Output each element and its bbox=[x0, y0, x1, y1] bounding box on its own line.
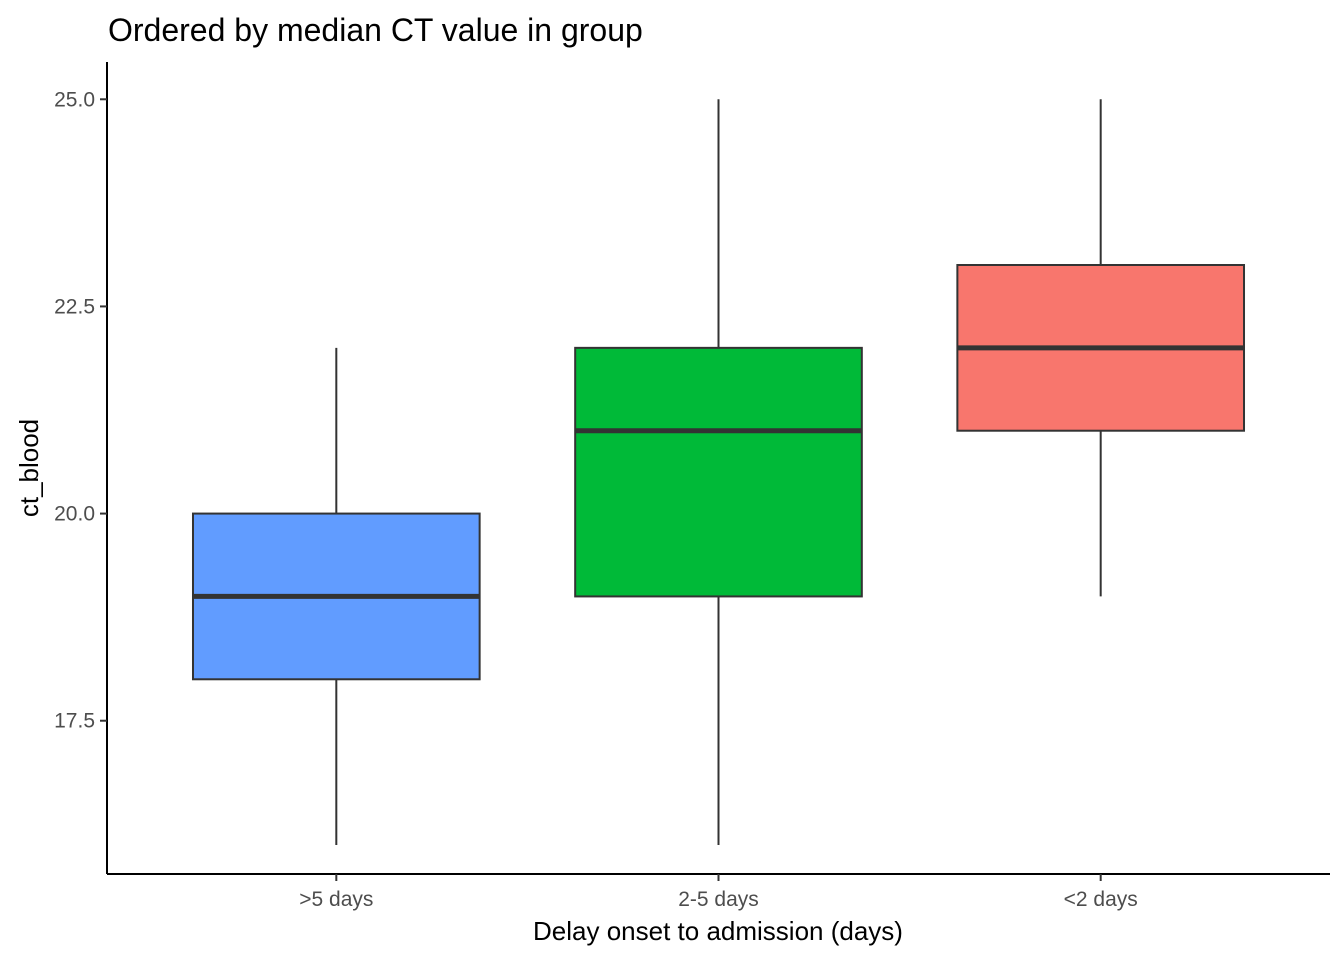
x-axis-title: Delay onset to admission (days) bbox=[533, 916, 903, 946]
x-tick-label: <2 days bbox=[1064, 888, 1138, 911]
y-tick-label: 20.0 bbox=[54, 503, 95, 526]
y-tick-label: 17.5 bbox=[54, 710, 95, 733]
x-tick-label: 2-5 days bbox=[678, 888, 759, 911]
x-tick-label: >5 days bbox=[299, 888, 373, 911]
chart-title: Ordered by median CT value in group bbox=[108, 12, 643, 48]
plot-area bbox=[191, 99, 1246, 845]
y-axis-title: ct_blood bbox=[14, 419, 44, 517]
y-tick-label: 25.0 bbox=[54, 88, 95, 111]
box-2-iqr-rect bbox=[574, 346, 863, 598]
axes: 17.5 20.0 22.5 25.0 >5 days 2-5 days <2 days bbox=[54, 88, 1138, 911]
y-tick-label: 22.5 bbox=[54, 295, 95, 318]
